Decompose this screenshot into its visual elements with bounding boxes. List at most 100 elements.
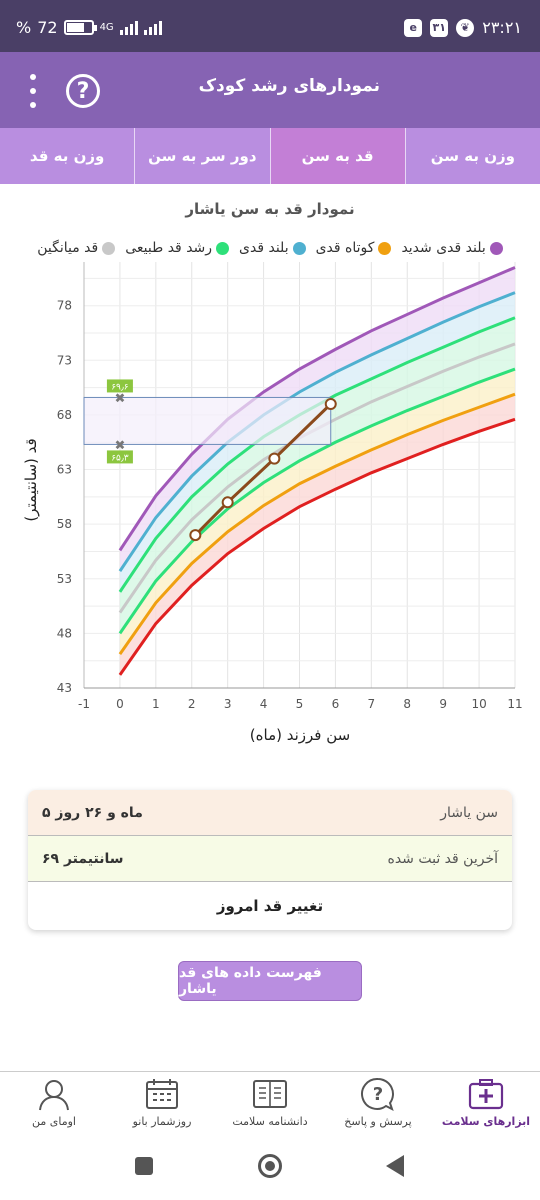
more-options-icon[interactable] (28, 74, 38, 108)
legend-item: بلند قدی (239, 240, 306, 256)
growth-chart: ✖۶۹٫۶✖۶۵٫۳-1 0 1 2 3 4 5 6 7 8 9 10 1143485358636873… (57, 262, 523, 711)
legend-label: قد میانگین (37, 240, 99, 256)
y-axis-label-text: قد (سانتیمتر) (22, 438, 40, 522)
y-tick-label: 73 (57, 353, 72, 367)
back-button[interactable] (386, 1155, 404, 1177)
chart-title: نمودار قد به سن یاشار (185, 200, 355, 218)
legend-label: بلند قدی (239, 240, 289, 256)
child-data-point (221, 496, 234, 509)
page-title: نمودارهای رشد کودک (198, 76, 380, 96)
last-height-label: آخرین قد ثبت شده (387, 850, 499, 867)
legend-dot (102, 241, 116, 255)
last-height-value: ۶۹ سانتیمتر (42, 850, 124, 867)
legend-dot (216, 241, 230, 255)
network-type: 4G (99, 22, 114, 33)
x-tick-label: 2 (188, 697, 196, 711)
y-tick-label: 63 (57, 463, 72, 477)
battery-level: 72 (37, 18, 58, 37)
profile-icon (35, 1076, 73, 1112)
legend-dot (489, 241, 503, 255)
x-tick-label: 11 (507, 697, 522, 711)
legend-dot (378, 241, 392, 255)
nav-calendar[interactable]: روزشمار بانو (116, 1072, 208, 1137)
lower-marker-label: ۶۵٫۳ (111, 453, 129, 463)
x-tick-label: 3 (224, 697, 232, 711)
band-area (119, 292, 516, 592)
legend-dot (292, 241, 306, 255)
band-area (119, 267, 516, 572)
y-axis-label: قد (سانتیمتر) (6, 420, 56, 540)
y-tick-label: 48 (57, 626, 72, 640)
band-area (119, 317, 516, 613)
calendar-notification-icon: ۳۱ (430, 18, 449, 37)
series-line (118, 266, 516, 552)
x-tick-label: -1 (78, 697, 90, 711)
help-icon[interactable]: ? (66, 74, 100, 108)
tab-weight-for-height[interactable]: وزن به قد (29, 147, 105, 165)
nav-encyclopedia[interactable]: دانشنامه سلامت (224, 1072, 316, 1137)
x-tick-label: 0 (116, 697, 124, 711)
child-data-point (324, 398, 337, 410)
status-bar: % 72 4G e ۳۱ ❦ ۲۳:۲۱ (0, 0, 540, 52)
nav-profile[interactable]: اومای من (8, 1072, 100, 1137)
change-height-button[interactable]: تغییر قد امروز (216, 897, 324, 915)
series-line (118, 291, 516, 572)
chart-legend: بلند قدی شدید کوتاه قدی بلند قدی رشد قد … (0, 240, 540, 256)
encyclopedia-icon (251, 1076, 289, 1112)
signal-icon-2 (143, 20, 162, 35)
child-data-point (189, 529, 202, 542)
app-notification-icon: e (404, 18, 423, 37)
status-left: % 72 4G (16, 18, 162, 37)
legend-item: رشد قد طبیعی (125, 240, 230, 256)
nav-label: اومای من (32, 1115, 76, 1128)
nav-label: پرسش و پاسخ (344, 1115, 412, 1128)
upper-marker-badge (106, 379, 133, 393)
tab-head-circumference[interactable]: دور سر به سن (134, 128, 269, 184)
system-nav (0, 1137, 540, 1200)
nav-label: ابزارهای سلامت (441, 1115, 531, 1128)
svg-text:?: ? (373, 1084, 383, 1105)
question-bubble-icon: ? (359, 1076, 397, 1112)
x-tick-label: 5 (296, 697, 304, 711)
nav-health-tools[interactable]: ابزارهای سلامت (440, 1072, 532, 1137)
nav-label: دانشنامه سلامت (232, 1115, 308, 1128)
height-list-button[interactable]: فهرست داده های قد یاشار (178, 961, 362, 1001)
signal-icon (119, 20, 138, 35)
x-tick-label: 1 (152, 697, 160, 711)
app-bar: ? نمودارهای رشد کودک (0, 52, 540, 128)
tab-weight-for-age[interactable]: وزن به سن (404, 128, 540, 184)
calendar-icon (143, 1076, 181, 1112)
lower-marker-badge (106, 450, 133, 464)
legend-item: قد میانگین (37, 240, 116, 256)
series-line (118, 417, 516, 676)
tab-bar: وزن به قد دور سر به سن قد به سن وزن به س… (0, 128, 540, 184)
series-line (118, 367, 516, 635)
x-tick-label: 4 (260, 697, 268, 711)
y-tick-label: 78 (57, 299, 72, 313)
last-height-row: آخرین قد ثبت شده ۶۹ سانتیمتر (28, 836, 512, 882)
health-kit-icon (467, 1076, 505, 1112)
age-label: سن یاشار (440, 804, 498, 821)
x-tick-label: 8 (403, 697, 411, 711)
y-tick-label: 58 (57, 517, 72, 531)
recent-apps-button[interactable] (135, 1157, 153, 1175)
x-tick-label: 7 (368, 697, 376, 711)
band-area (119, 343, 516, 634)
age-row: سن یاشار ۵ ماه و ۲۶ روز (28, 790, 512, 836)
home-button[interactable] (258, 1154, 282, 1178)
range-box (83, 396, 332, 445)
upper-marker-icon: ✖ (114, 391, 125, 406)
child-height-line (194, 402, 332, 537)
age-value: ۵ ماه و ۲۶ روز (42, 804, 143, 821)
legend-label: بلند قدی شدید (401, 240, 486, 256)
band-area (119, 369, 516, 655)
x-tick-label: 9 (439, 697, 447, 711)
y-tick-label: 43 (57, 681, 72, 695)
legend-label: رشد قد طبیعی (125, 240, 213, 256)
nav-qa[interactable]: ? پرسش و پاسخ (332, 1072, 424, 1137)
y-tick-label: 53 (57, 572, 72, 586)
tab-height-for-age[interactable]: قد به سن (269, 128, 405, 184)
child-data-point (268, 452, 281, 465)
clock: ۲۳:۲۱ (482, 18, 522, 37)
y-tick-label: 68 (57, 408, 72, 422)
